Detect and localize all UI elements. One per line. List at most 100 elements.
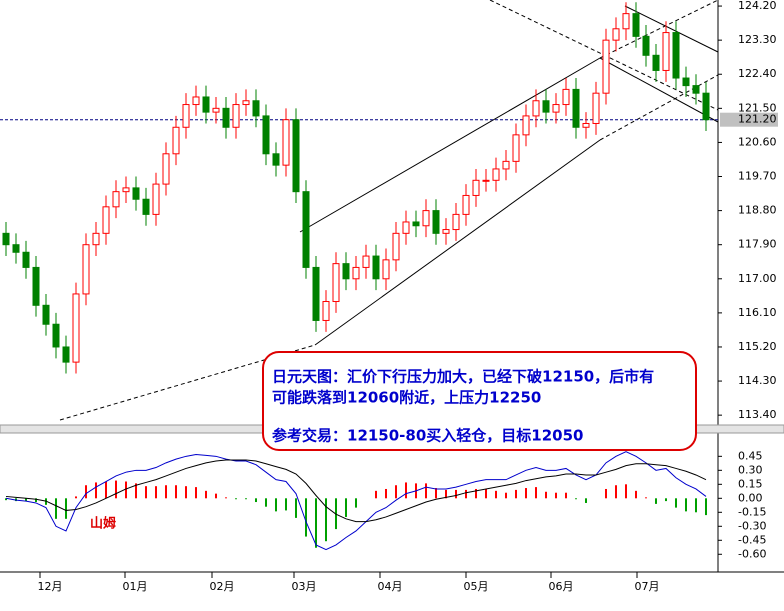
candle-body	[322, 301, 330, 321]
macd-bar	[615, 485, 617, 499]
macd-bar	[505, 492, 507, 499]
candle-body	[412, 221, 420, 227]
macd-bar	[145, 486, 147, 499]
macd-bar	[485, 488, 487, 499]
y-tick-label: 121.50	[738, 101, 777, 114]
macd-bar	[405, 482, 407, 499]
x-tick-label: 02月	[210, 580, 235, 593]
y-tick-label: 123.30	[738, 33, 777, 46]
annotation-line: 可能跌落到12060附近，上压力12250	[272, 389, 541, 407]
macd-bar	[555, 492, 557, 499]
macd-bar	[125, 481, 127, 499]
candle-body	[362, 255, 370, 268]
macd-bar	[535, 487, 537, 499]
candle-body	[592, 92, 600, 124]
candle-body	[602, 39, 610, 94]
macd-bar	[685, 498, 687, 512]
candle-body	[102, 206, 110, 234]
price-panel: 124.20 123.30 122.40 121.50 120.60 119.70 118.…	[0, 0, 778, 421]
macd-bar	[195, 487, 197, 499]
candle-body	[82, 244, 90, 295]
macd-bar	[135, 483, 137, 499]
macd-line	[5, 451, 707, 551]
macd-panel: 0.450.300.150.00-0.15-0.30-0.45-0.60	[5, 449, 766, 560]
candle-body	[272, 153, 280, 166]
candle-body	[252, 100, 260, 117]
candle-body	[642, 35, 650, 56]
macd-line	[5, 459, 707, 523]
macd-bar	[55, 498, 57, 519]
macd-bar	[565, 492, 567, 499]
candle-body	[452, 213, 460, 231]
candle-body	[12, 244, 20, 253]
candle-body	[22, 251, 30, 268]
macd-bar	[355, 498, 357, 508]
macd-bar	[675, 498, 677, 508]
annotation-box	[262, 351, 697, 451]
candle-body	[342, 263, 350, 280]
last-price-label: 121.20	[738, 113, 777, 126]
macd-bar	[5, 498, 7, 501]
candle-body	[472, 179, 480, 196]
candle-body	[672, 32, 680, 79]
y-tick-label: -0.45	[738, 533, 766, 546]
y-tick-label: 120.60	[738, 135, 777, 148]
candle-body	[462, 194, 470, 215]
macd-bar	[375, 490, 377, 499]
macd-bar	[575, 498, 577, 500]
candle-body	[332, 263, 340, 303]
candle-body	[152, 183, 160, 215]
candle-body	[72, 293, 80, 363]
x-tick-label: 12月	[38, 580, 63, 593]
candle-body	[162, 153, 170, 185]
candle-body	[422, 210, 430, 227]
macd-bar	[155, 486, 157, 499]
y-tick-label: 0.45	[738, 449, 763, 462]
y-tick-label: 0.15	[738, 477, 763, 490]
candle-body	[372, 255, 380, 280]
candle-body	[262, 115, 270, 155]
macd-bar	[85, 485, 87, 499]
candle-body	[112, 191, 120, 208]
candle-body	[512, 134, 520, 162]
macd-bar	[35, 498, 37, 503]
x-tick-label: 04月	[378, 580, 403, 593]
candle-body	[42, 304, 50, 325]
macd-bar	[435, 488, 437, 499]
macd-bar	[665, 498, 667, 502]
down-channel-lower	[599, 57, 719, 123]
macd-bar	[265, 498, 267, 507]
candle-body	[312, 266, 320, 321]
candle-body	[552, 104, 560, 113]
candle-body	[92, 232, 100, 246]
y-tick-label: 119.70	[738, 170, 777, 183]
y-tick-label: 0.30	[738, 463, 763, 476]
signature: 山姆	[90, 516, 116, 532]
macd-bar	[225, 497, 227, 499]
candle-body	[172, 126, 180, 155]
candle-body	[192, 96, 200, 106]
macd-bar	[385, 488, 387, 499]
candle-body	[142, 198, 150, 215]
candle-body	[692, 85, 700, 94]
y-tick-label: 0.00	[738, 491, 763, 504]
candle-body	[392, 232, 400, 261]
candle-body	[32, 266, 40, 306]
macd-bar	[285, 498, 287, 511]
y-tick-label: 124.20	[738, 0, 777, 12]
macd-bar	[445, 489, 447, 499]
y-tick-label: 117.00	[738, 272, 777, 285]
candle-body	[182, 104, 190, 128]
macd-bar	[105, 481, 107, 499]
candle-body	[572, 88, 580, 128]
macd-bar	[525, 488, 527, 499]
candle-body	[632, 13, 640, 37]
macd-bar	[235, 498, 237, 500]
candle-body	[2, 232, 10, 246]
y-tick-label: 113.40	[738, 408, 777, 421]
y-tick-label: 118.80	[738, 204, 777, 217]
candle-body	[492, 168, 500, 181]
macd-bar	[585, 498, 587, 503]
macd-bar	[475, 488, 477, 499]
